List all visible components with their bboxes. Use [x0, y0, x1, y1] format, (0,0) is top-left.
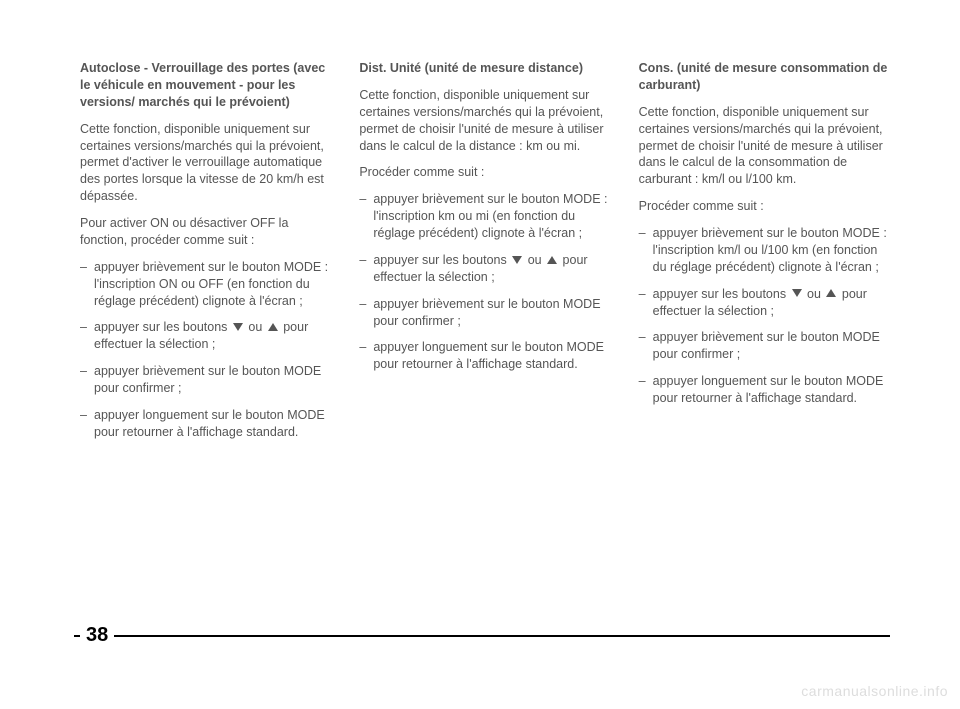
col1-li4: appuyer longuement sur le bouton MODE po…	[94, 408, 325, 439]
col1-p1: Cette fonction, disponible uniquement su…	[80, 121, 331, 205]
col2-li4: appuyer longuement sur le bouton MODE po…	[373, 340, 604, 371]
col2-li2a: appuyer sur les boutons	[373, 253, 510, 267]
list-item: appuyer longuement sur le bouton MODE po…	[653, 373, 890, 407]
down-arrow-icon	[233, 323, 243, 331]
down-arrow-icon	[512, 256, 522, 264]
list-item: appuyer brièvement sur le bouton MODE po…	[653, 329, 890, 363]
col3-p1: Cette fonction, disponible uniquement su…	[639, 104, 890, 188]
col2-list: appuyer brièvement sur le bouton MODE : …	[359, 191, 610, 373]
watermark-text: carmanualsonline.info	[801, 683, 948, 699]
col1-heading: Autoclose - Verrouillage des portes (ave…	[80, 60, 331, 111]
up-arrow-icon	[268, 323, 278, 331]
col3-li4: appuyer longuement sur le bouton MODE po…	[653, 374, 884, 405]
col3-p2: Procéder comme suit :	[639, 198, 890, 215]
list-item: appuyer sur les boutons ou pour effectue…	[653, 286, 890, 320]
down-arrow-icon	[792, 289, 802, 297]
col2-li3: appuyer brièvement sur le bouton MODE po…	[373, 297, 600, 328]
column-2: Dist. Unité (unité de mesure distance) C…	[359, 60, 610, 451]
up-arrow-icon	[826, 289, 836, 297]
columns-container: Autoclose - Verrouillage des portes (ave…	[80, 60, 890, 451]
list-item: appuyer brièvement sur le bouton MODE : …	[94, 259, 331, 310]
list-item: appuyer brièvement sur le bouton MODE po…	[373, 296, 610, 330]
col1-li1: appuyer brièvement sur le bouton MODE : …	[94, 260, 328, 308]
footer-rule-right	[114, 635, 890, 637]
col1-list: appuyer brièvement sur le bouton MODE : …	[80, 259, 331, 441]
col1-li2a: appuyer sur les boutons	[94, 320, 231, 334]
column-1: Autoclose - Verrouillage des portes (ave…	[80, 60, 331, 451]
col2-heading: Dist. Unité (unité de mesure distance)	[359, 60, 610, 77]
list-item: appuyer brièvement sur le bouton MODE po…	[94, 363, 331, 397]
col3-heading: Cons. (unité de mesure consommation de c…	[639, 60, 890, 94]
col3-li1: appuyer brièvement sur le bouton MODE : …	[653, 226, 887, 274]
col3-list: appuyer brièvement sur le bouton MODE : …	[639, 225, 890, 407]
col3-li2b: ou	[804, 287, 825, 301]
list-item: appuyer brièvement sur le bouton MODE : …	[373, 191, 610, 242]
col2-p2: Procéder comme suit :	[359, 164, 610, 181]
list-item: appuyer longuement sur le bouton MODE po…	[373, 339, 610, 373]
page-number: 38	[80, 624, 114, 647]
col2-li1: appuyer brièvement sur le bouton MODE : …	[373, 192, 607, 240]
list-item: appuyer brièvement sur le bouton MODE : …	[653, 225, 890, 276]
page-footer: 38	[74, 624, 890, 647]
col2-li2b: ou	[524, 253, 545, 267]
list-item: appuyer sur les boutons ou pour effectue…	[373, 252, 610, 286]
manual-page: Autoclose - Verrouillage des portes (ave…	[0, 0, 960, 709]
up-arrow-icon	[547, 256, 557, 264]
col2-p1: Cette fonction, disponible uniquement su…	[359, 87, 610, 155]
col1-p2: Pour activer ON ou désactiver OFF la fon…	[80, 215, 331, 249]
col1-li3: appuyer brièvement sur le bouton MODE po…	[94, 364, 321, 395]
list-item: appuyer sur les boutons ou pour effectue…	[94, 319, 331, 353]
list-item: appuyer longuement sur le bouton MODE po…	[94, 407, 331, 441]
col3-li2a: appuyer sur les boutons	[653, 287, 790, 301]
column-3: Cons. (unité de mesure consommation de c…	[639, 60, 890, 451]
col3-li3: appuyer brièvement sur le bouton MODE po…	[653, 330, 880, 361]
col1-li2b: ou	[245, 320, 266, 334]
